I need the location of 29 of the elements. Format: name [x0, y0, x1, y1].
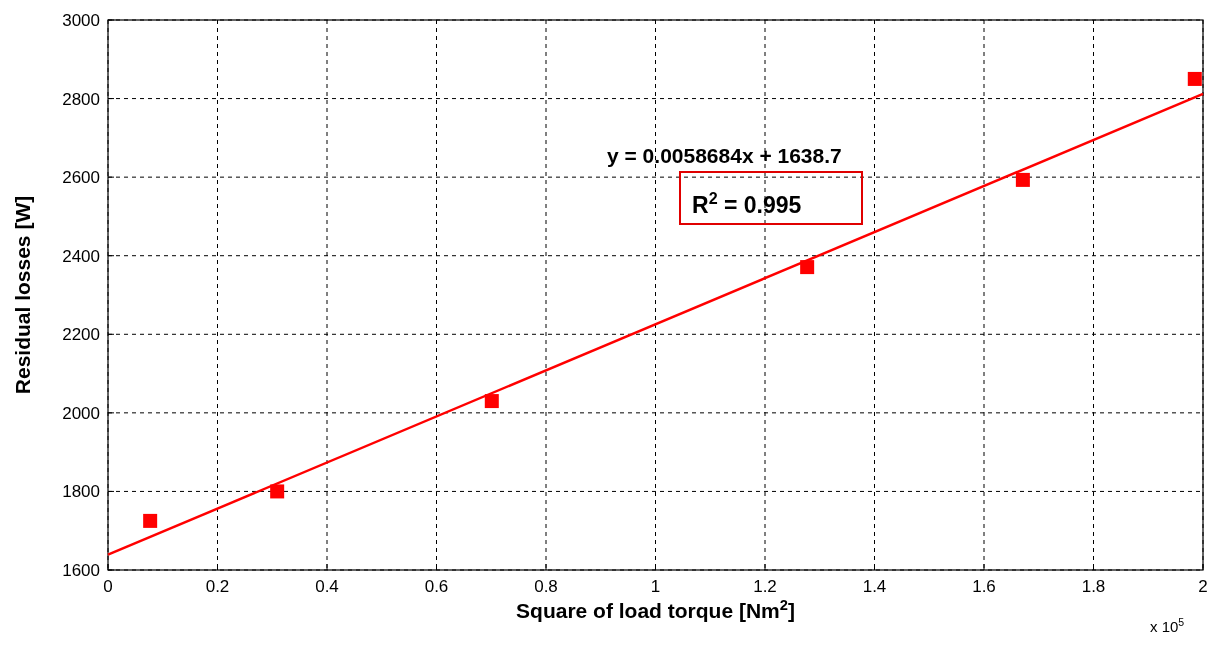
x-tick-label: 2	[1198, 577, 1208, 596]
y-tick-label: 1600	[62, 561, 100, 580]
y-tick-label: 2600	[62, 168, 100, 188]
point	[1187, 71, 1202, 86]
x-tick-label: 1.6	[972, 577, 996, 596]
x-tick-label: 1.4	[862, 577, 887, 596]
y-tick-label: 2400	[62, 246, 100, 266]
x-tick-label: 0	[103, 577, 113, 596]
annotation: R$^{2}$ = 0.995	[692, 189, 802, 218]
point	[143, 513, 158, 528]
x-tick-label: 0.6	[424, 577, 449, 596]
annotation: y = 0.0058684x + 1638.7	[607, 144, 842, 167]
point	[270, 484, 285, 499]
x-tick-label: 0.4	[315, 577, 339, 596]
y-tick-label: 2000	[62, 403, 100, 423]
y-tick-label: 3000	[62, 11, 100, 30]
x-tick-label: 1.2	[753, 577, 777, 596]
x-tick-label: 1.8	[1081, 577, 1106, 596]
point	[484, 394, 499, 409]
text: x 10$^{5}$	[1150, 616, 1185, 635]
point	[1015, 172, 1030, 187]
x-tick-label: 1	[650, 577, 661, 596]
x-axis-title: Square of load torque [Nm$^{2}$]	[516, 597, 795, 622]
y-tick-label: 2800	[62, 89, 100, 109]
y-axis-title: Residual losses [W]	[11, 195, 34, 395]
x-tick-label: 0.2	[205, 577, 230, 596]
y-tick-label: 1800	[62, 482, 100, 502]
y-tick-label: 2200	[62, 325, 100, 345]
x-tick-label: 0.8	[534, 577, 558, 596]
